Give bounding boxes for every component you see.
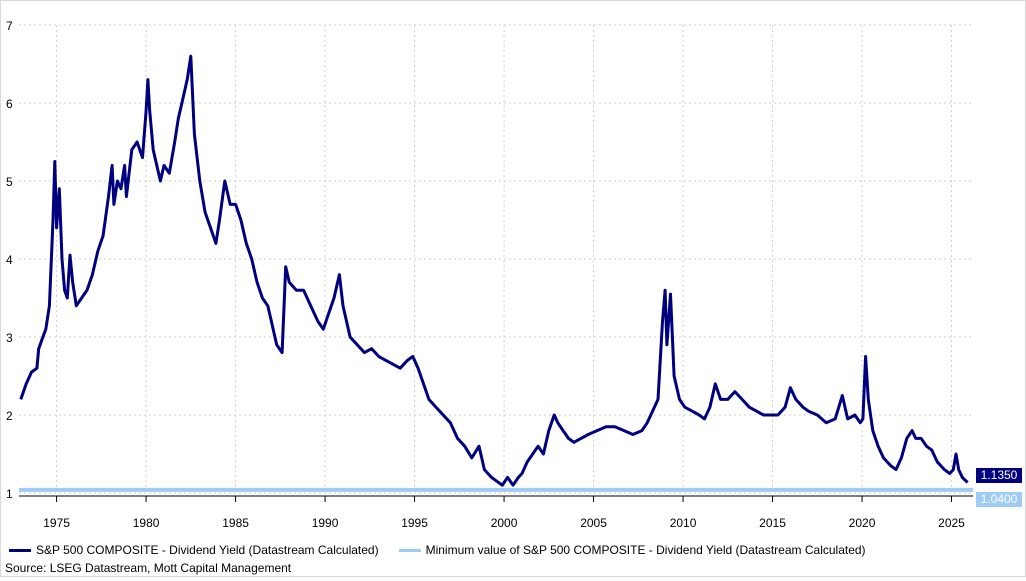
last-value-label-minimum: 1.0400 bbox=[976, 491, 1022, 507]
legend-swatch-dividend-yield bbox=[9, 548, 31, 552]
y-tick-label: 5 bbox=[6, 175, 13, 189]
y-tick-label: 1 bbox=[6, 487, 13, 501]
legend-item-minimum: Minimum value of S&P 500 COMPOSITE - Div… bbox=[398, 543, 866, 557]
y-tick-label: 7 bbox=[6, 19, 13, 33]
y-tick-label: 4 bbox=[6, 253, 13, 267]
x-tick-label: 2020 bbox=[849, 516, 876, 530]
last-value-label-dividend-yield: 1.1350 bbox=[976, 468, 1022, 484]
x-tick-label: 2025 bbox=[938, 516, 965, 530]
source-note: Source: LSEG Datastream, Mott Capital Ma… bbox=[5, 561, 292, 575]
dividend-yield-series-line bbox=[19, 54, 969, 487]
x-tick-label: 1995 bbox=[401, 516, 428, 530]
x-tick-label: 2010 bbox=[670, 516, 697, 530]
legend-item-dividend-yield: S&P 500 COMPOSITE - Dividend Yield (Data… bbox=[9, 543, 379, 557]
x-tick-label: 2000 bbox=[491, 516, 518, 530]
x-tick-label: 2005 bbox=[580, 516, 607, 530]
y-tick-label: 3 bbox=[6, 331, 13, 345]
legend: S&P 500 COMPOSITE - Dividend Yield (Data… bbox=[9, 541, 886, 559]
x-tick-label: 2015 bbox=[759, 516, 786, 530]
legend-label-minimum: Minimum value of S&P 500 COMPOSITE - Div… bbox=[425, 543, 866, 557]
y-tick-label: 6 bbox=[6, 97, 13, 111]
legend-swatch-minimum bbox=[398, 548, 421, 552]
x-tick-label: 1990 bbox=[312, 516, 339, 530]
y-axis-ticks: 1 2 3 4 5 6 7 bbox=[6, 19, 13, 501]
y-tick-label: 2 bbox=[6, 409, 13, 423]
x-tick-label: 1975 bbox=[43, 516, 70, 530]
legend-label-dividend-yield: S&P 500 COMPOSITE - Dividend Yield (Data… bbox=[36, 543, 379, 557]
x-tick-label: 1985 bbox=[222, 516, 249, 530]
x-tick-label: 1980 bbox=[133, 516, 160, 530]
x-axis-ticks: 1975 1980 1985 1990 1995 2000 2005 2010 2015 2020… bbox=[19, 495, 973, 530]
